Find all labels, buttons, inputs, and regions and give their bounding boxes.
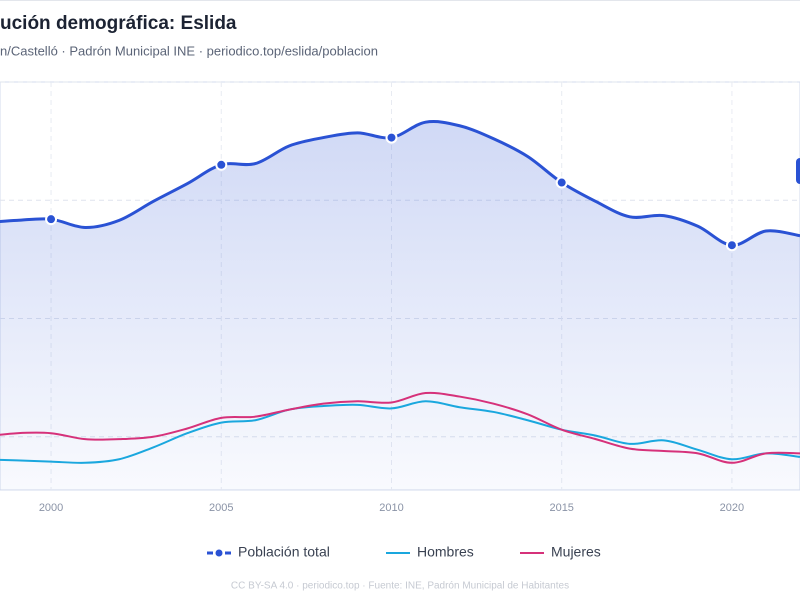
point	[45, 213, 58, 226]
footer: CC BY-SA 4.0 · periodico.top · Fuente: I…	[231, 581, 569, 592]
legend-label: Mujeres	[551, 544, 601, 560]
legend-swatch-dot	[215, 549, 223, 557]
plot-area	[0, 81, 800, 490]
chart-subtitle: n/Castelló · Padrón Municipal INE · peri…	[0, 43, 378, 58]
x-tick-label: 2015	[549, 502, 573, 514]
x-tick-label: 2005	[209, 502, 233, 514]
point	[385, 131, 398, 144]
x-tick-label: 2020	[720, 502, 744, 514]
chart-title: ución demográfica: Eslida	[0, 13, 237, 34]
legend-label: Población total	[238, 544, 330, 560]
line	[0, 400, 800, 464]
legend-label: Hombres	[417, 544, 474, 560]
line	[0, 391, 800, 464]
area	[0, 121, 800, 490]
point	[555, 176, 568, 189]
point	[725, 239, 738, 252]
x-tick-label: 2010	[379, 502, 403, 514]
tooltip-edge	[796, 158, 800, 184]
x-tick-label: 2000	[39, 502, 63, 514]
legend: Población total Hombres Mujeres	[207, 544, 601, 560]
point	[215, 158, 228, 171]
